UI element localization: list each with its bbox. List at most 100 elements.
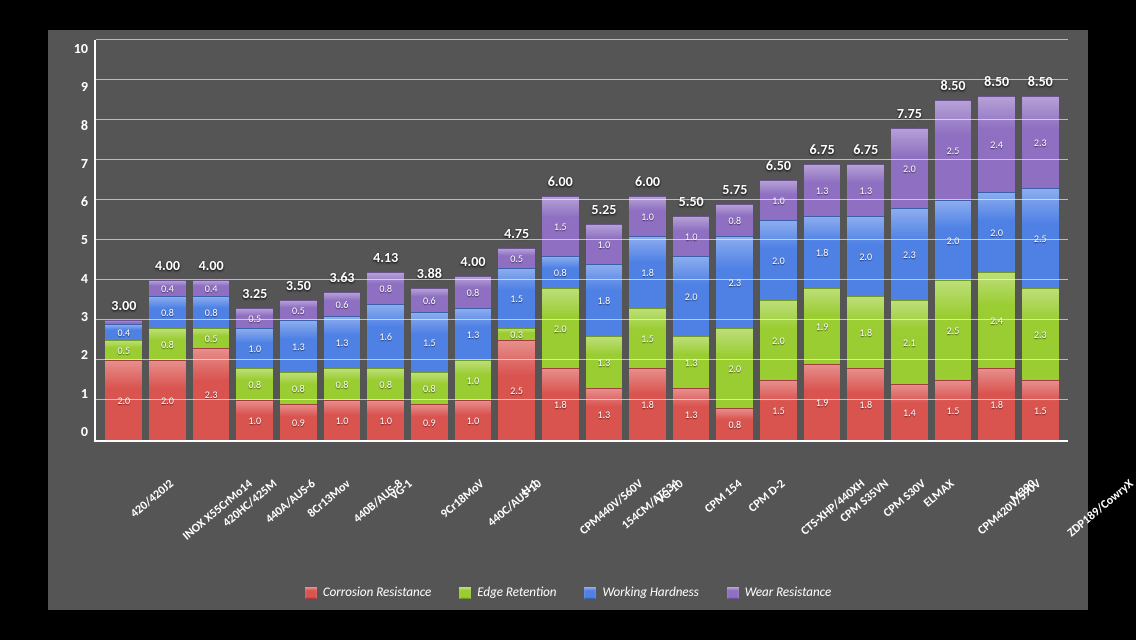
bar-column: 6.001.81.51.81.0 [626,196,670,440]
bar-segment-wear: 0.4 [193,280,230,296]
plot-wrap: 012345678910 3.002.00.50.44.002.00.80.80… [48,30,1088,471]
bar-segment-corrosion: 1.4 [891,384,928,440]
bar-segment-edge: 1.9 [804,288,841,364]
bar-total-label: 6.00 [635,173,660,190]
segment-value-label: 0.8 [716,420,753,430]
bar-segment-edge: 1.0 [455,360,492,400]
legend-swatch [305,587,317,599]
segment-value-label: 1.8 [542,400,579,410]
bar-segment-corrosion: 1.0 [324,400,361,440]
bar-column: 3.631.00.81.30.6 [320,292,364,440]
legend-item-wear: Wear Resistance [727,585,831,600]
segment-value-label: 2.0 [978,228,1015,238]
bar-segment-corrosion: 2.0 [149,360,186,440]
segment-value-label: 1.5 [411,338,448,348]
bar-segment-corrosion: 0.9 [280,404,317,440]
bar-total-label: 5.25 [591,201,616,218]
x-label-column: 420HC/425M [183,471,227,581]
y-tick-label: 3 [81,308,88,325]
bar-segment-hardness: 2.0 [935,200,972,280]
segment-value-label: 2.0 [716,364,753,374]
bar-segment-hardness: 2.0 [978,192,1015,272]
bar-segment-corrosion: 1.3 [673,388,710,440]
bar-total-label: 5.75 [722,181,747,198]
segment-value-label: 1.5 [760,406,797,416]
segment-value-label: 2.0 [760,256,797,266]
segment-value-label: 0.9 [280,418,317,428]
bar-total-label: 4.00 [155,257,180,274]
segment-value-label: 1.5 [935,406,972,416]
x-label-column: VG-10 [625,471,669,581]
segment-value-label: 0.8 [716,216,753,226]
bar-segment-hardness: 0.8 [542,256,579,288]
x-label-column: CPM420V/S90V [935,471,979,581]
y-tick-label: 2 [81,346,88,363]
segment-value-label: 2.5 [935,326,972,336]
bar-segment-edge: 2.1 [891,300,928,384]
segment-value-label: 2.0 [673,292,710,302]
bar-segment-corrosion: 1.0 [367,400,404,440]
bar-stack: 1.52.32.52.3 [1022,96,1059,440]
bar-segment-wear: 1.0 [760,180,797,220]
bar-stack: 1.82.42.02.4 [978,96,1015,440]
bar-segment-hardness: 0.8 [149,296,186,328]
segment-value-label: 1.3 [586,410,623,420]
bar-segment-corrosion: 1.8 [542,368,579,440]
bar-segment-hardness: 2.0 [847,216,884,296]
x-label-column: 8Cr13Mov [271,471,315,581]
legend-swatch [727,587,739,599]
bar-total-label: 8.50 [984,73,1009,90]
bar-segment-hardness: 2.5 [1022,188,1059,288]
x-label-column: 420/420J2 [94,471,138,581]
segment-value-label: 0.5 [280,306,317,316]
segment-value-label: 0.5 [105,346,142,356]
bar-total-label: 3.63 [330,269,355,286]
bar-segment-edge: 2.3 [1022,288,1059,380]
segment-value-label: 1.0 [236,416,273,426]
bar-segment-corrosion: 1.8 [978,368,1015,440]
bar-segment-edge: 0.8 [367,368,404,400]
segment-value-label: 2.5 [498,386,535,396]
bar-segment-wear: 0.5 [498,248,535,268]
bar-segment-corrosion: 1.0 [455,400,492,440]
segment-value-label: 1.0 [673,232,710,242]
grid-line [96,319,1068,320]
bar-segment-wear: 2.0 [891,128,928,208]
legend-label: Working Hardness [602,585,698,600]
segment-value-label: 0.8 [367,380,404,390]
segment-value-label: 2.4 [978,140,1015,150]
bar-segment-hardness: 2.0 [760,220,797,300]
segment-value-label: 2.0 [149,396,186,406]
segment-value-label: 1.4 [891,408,928,418]
bar-segment-hardness: 2.3 [891,208,928,300]
segment-value-label: 1.8 [629,268,666,278]
bar-segment-wear: 1.0 [673,216,710,256]
bar-column: 4.001.01.01.30.8 [451,276,495,440]
segment-value-label: 2.0 [891,164,928,174]
segment-value-label: 0.4 [149,284,186,294]
bar-segment-edge: 2.0 [716,328,753,408]
segment-value-label: 1.5 [1022,406,1059,416]
bar-segment-edge: 2.0 [542,288,579,368]
y-tick-label: 4 [81,270,88,287]
y-tick-label: 8 [81,117,88,134]
x-label-column: CPM D-2 [714,471,758,581]
x-axis-labels: 420/420J2INOX X55CrMo14420HC/425M440A/AU… [48,471,1088,581]
x-label-column: CPM S35VN [802,471,846,581]
segment-value-label: 1.0 [586,240,623,250]
bar-segment-corrosion: 1.5 [935,380,972,440]
segment-value-label: 1.8 [847,328,884,338]
y-tick-label: 6 [81,193,88,210]
segment-value-label: 0.8 [193,308,230,318]
bar-segment-wear: 1.0 [629,196,666,236]
segment-value-label: 1.0 [324,416,361,426]
bar-segment-corrosion: 2.3 [193,348,230,440]
segment-value-label: 0.8 [542,268,579,278]
y-tick-label: 0 [81,423,88,440]
bar-segment-corrosion: 2.0 [105,360,142,440]
bar-total-label: 3.25 [242,285,267,302]
segment-value-label: 1.8 [978,400,1015,410]
grid-line [96,159,1068,160]
segment-value-label: 0.5 [193,334,230,344]
segment-value-label: 1.0 [367,416,404,426]
